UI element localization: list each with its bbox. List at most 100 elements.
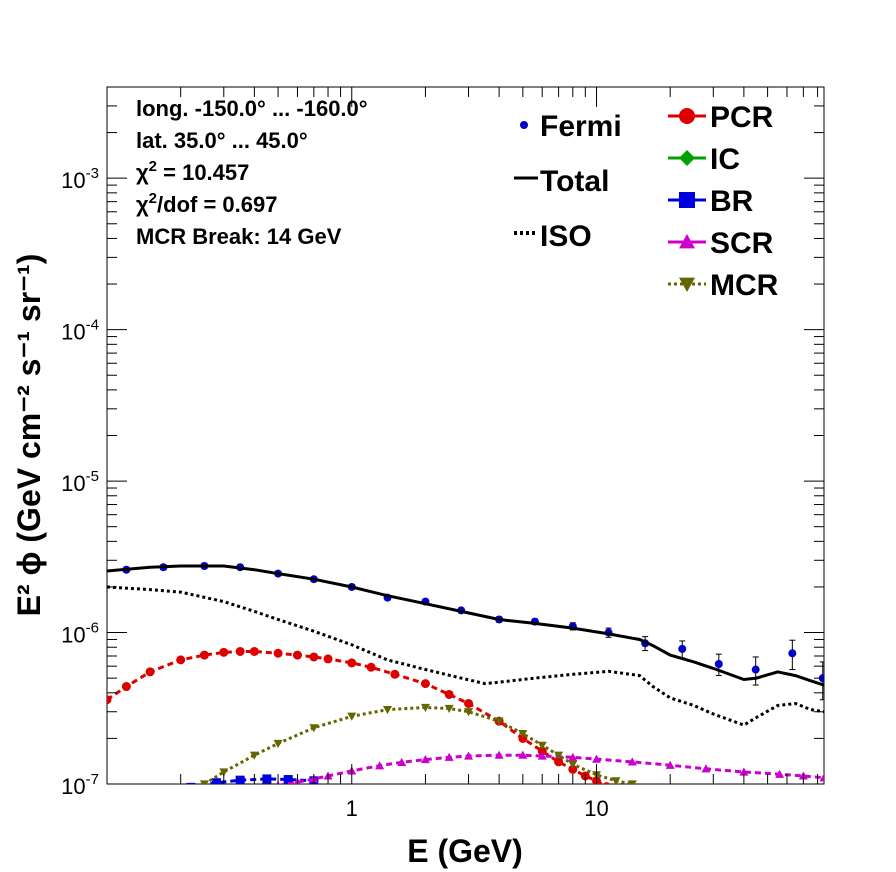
series-layer (107, 562, 824, 809)
pcr-marker (249, 646, 259, 656)
pcr-marker (235, 646, 245, 656)
legend-marker (679, 277, 695, 292)
pcr-marker (444, 689, 454, 699)
pcr-marker (537, 746, 547, 756)
mcr-marker (494, 717, 504, 726)
fermi-point (751, 665, 760, 674)
scr-marker (444, 752, 454, 761)
br-marker (186, 782, 196, 784)
y-tick-label: 10-5 (61, 468, 99, 496)
legend-marker (679, 234, 695, 249)
y-axis-title: E² ϕ (GeV cm⁻² s⁻¹ sr⁻¹) (11, 254, 47, 617)
br-marker (262, 774, 272, 784)
scr-marker (568, 752, 578, 761)
pcr-marker (145, 667, 155, 677)
y-tick-label: 10-4 (61, 317, 99, 345)
legend-label: ISO (540, 220, 592, 253)
y-tick-label: 10-6 (61, 620, 99, 648)
y-tick-label: 10-7 (61, 771, 99, 799)
pcr-marker (323, 654, 333, 664)
scr-series (276, 750, 824, 784)
scr-line (277, 753, 824, 784)
legend-label: IC (710, 143, 740, 176)
info-line: χ2/dof = 0.697 (136, 190, 277, 217)
axis-layer: 1 10 10-7 10-6 10-5 10-4 10-3 (61, 86, 824, 821)
total-line (107, 564, 824, 687)
info-line: χ2 = 10.457 (136, 158, 249, 185)
info-line: MCR Break: 14 GeV (136, 224, 342, 249)
info-line: long. -150.0° ... -160.0° (136, 96, 368, 121)
scr-marker (494, 750, 504, 759)
pcr-marker (107, 695, 112, 705)
pcr-marker (176, 655, 186, 665)
legend-label: PCR (710, 101, 774, 134)
scr-marker (518, 750, 528, 759)
legend-label: SCR (710, 227, 774, 260)
scr-marker (665, 760, 675, 769)
pcr-marker (628, 796, 637, 805)
mcr-marker (464, 708, 474, 717)
mcr-series (199, 703, 637, 784)
legend-marker (679, 150, 695, 166)
legend-entry-scr: SCR (668, 227, 774, 260)
legend-entry-total: Total (514, 165, 609, 198)
mcr-marker (219, 768, 229, 777)
pcr-marker (366, 662, 376, 672)
total-series (107, 564, 824, 687)
pcr-marker (620, 792, 629, 801)
scr-marker (464, 751, 474, 760)
info-line: lat. 35.0° ... 45.0° (136, 128, 308, 153)
mcr-marker (249, 751, 259, 760)
fermi-series (122, 562, 824, 701)
mcr-marker (199, 780, 209, 784)
scr-marker (775, 769, 785, 778)
br-marker (283, 775, 293, 784)
legend-label: BR (710, 185, 754, 218)
legend: Fermi Total ISO PCR IC BR SCR MCR (514, 101, 779, 302)
mcr-marker (444, 704, 454, 714)
pcr-marker (292, 650, 302, 660)
mcr-line (203, 705, 633, 784)
iso-series (107, 585, 824, 727)
legend-entry-fermi: Fermi (520, 110, 622, 143)
scr-marker (739, 767, 749, 776)
scr-marker (375, 761, 385, 770)
pcr-marker (635, 800, 644, 809)
pcr-series (107, 646, 644, 809)
pcr-marker (347, 658, 357, 668)
fermi-point (678, 644, 687, 653)
mcr-marker (554, 751, 564, 760)
x-tick-label: 10 (584, 796, 608, 821)
scr-marker (627, 757, 637, 766)
pcr-marker (219, 647, 229, 657)
legend-entry-mcr: MCR (668, 269, 779, 302)
scr-marker (537, 751, 547, 760)
scr-marker (701, 764, 711, 773)
mcr-marker (627, 780, 637, 784)
mcr-marker (347, 712, 357, 721)
pcr-marker (420, 679, 430, 689)
pcr-marker (309, 652, 319, 662)
legend-marker (679, 192, 695, 208)
legend-label: MCR (710, 269, 779, 302)
fermi-point (788, 649, 797, 658)
mcr-marker (518, 730, 528, 739)
legend-entry-pcr: PCR (668, 101, 774, 134)
legend-entry-br: BR (668, 185, 754, 218)
legend-marker (679, 108, 695, 124)
pcr-marker (568, 764, 578, 774)
mcr-marker (420, 703, 430, 712)
br-marker (211, 778, 221, 784)
scr-marker (397, 757, 407, 766)
br-marker (235, 775, 245, 784)
iso-line (107, 585, 824, 727)
legend-entry-ic: IC (668, 143, 740, 176)
y-tick-label: 10-3 (61, 165, 99, 193)
scr-marker (592, 754, 602, 763)
x-tick-label: 1 (346, 796, 358, 821)
fermi-point (714, 659, 723, 668)
legend-label: Fermi (540, 110, 622, 143)
mcr-marker (537, 741, 547, 750)
pcr-marker (273, 648, 283, 658)
